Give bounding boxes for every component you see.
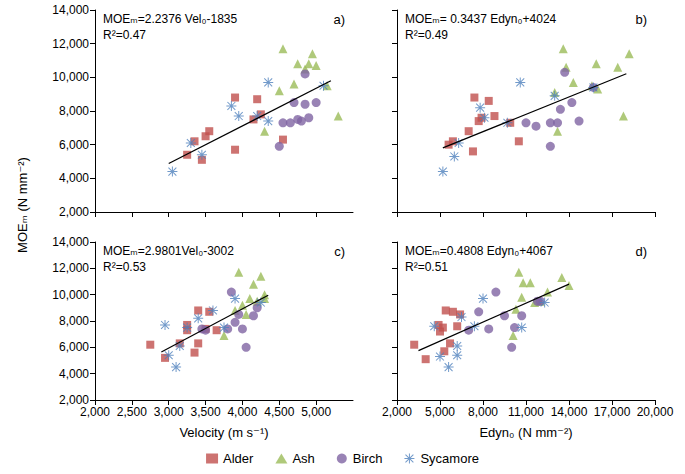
svg-text:Alder: Alder (223, 451, 254, 466)
svg-text:2,000: 2,000 (80, 405, 110, 419)
svg-text:3,000: 3,000 (154, 405, 184, 419)
svg-text:12,000: 12,000 (52, 261, 89, 275)
svg-text:3,500: 3,500 (191, 405, 221, 419)
svg-text:R²=0.49: R²=0.49 (405, 28, 448, 42)
svg-text:MOEₘ (N mm⁻²): MOEₘ (N mm⁻²) (15, 157, 30, 253)
svg-text:14,000: 14,000 (551, 405, 588, 419)
svg-text:12,000: 12,000 (52, 37, 89, 51)
svg-text:2,000: 2,000 (382, 405, 412, 419)
svg-text:6,000: 6,000 (59, 138, 89, 152)
svg-text:2,500: 2,500 (117, 405, 147, 419)
svg-text:2,000: 2,000 (59, 205, 89, 219)
svg-text:d): d) (635, 244, 647, 259)
svg-text:Edyn₀ (N mm⁻²): Edyn₀ (N mm⁻²) (479, 425, 572, 440)
svg-text:Velocity (m s⁻¹): Velocity (m s⁻¹) (179, 425, 268, 440)
svg-text:4,000: 4,000 (227, 405, 257, 419)
svg-text:14,000: 14,000 (52, 235, 89, 249)
svg-text:MOEₘ=2.9801Vel₀-3002: MOEₘ=2.9801Vel₀-3002 (103, 244, 234, 258)
svg-text:c): c) (334, 244, 345, 259)
svg-text:11,000: 11,000 (508, 405, 544, 419)
svg-text:Birch: Birch (353, 451, 383, 466)
svg-text:MOEₘ=2.2376 Vel₀-1835: MOEₘ=2.2376 Vel₀-1835 (103, 12, 238, 26)
svg-text:MOEₘ=0.4808 Edyn₀+4067: MOEₘ=0.4808 Edyn₀+4067 (405, 244, 553, 258)
svg-text:10,000: 10,000 (52, 288, 89, 302)
svg-text:MOEₘ= 0.3437 Edyn₀+4024: MOEₘ= 0.3437 Edyn₀+4024 (405, 12, 557, 26)
svg-text:4,000: 4,000 (59, 171, 89, 185)
svg-text:5,000: 5,000 (425, 405, 455, 419)
svg-text:4,500: 4,500 (264, 405, 294, 419)
svg-text:R²=0.51: R²=0.51 (405, 260, 448, 274)
svg-text:10,000: 10,000 (52, 70, 89, 84)
svg-text:8,000: 8,000 (468, 405, 498, 419)
svg-text:8,000: 8,000 (59, 314, 89, 328)
svg-text:4,000: 4,000 (59, 367, 89, 381)
svg-text:a): a) (333, 12, 345, 27)
svg-text:14,000: 14,000 (52, 3, 89, 17)
svg-text:Ash: Ash (292, 451, 314, 466)
svg-text:20,000: 20,000 (637, 405, 674, 419)
svg-text:5,000: 5,000 (301, 405, 331, 419)
svg-text:Sycamore: Sycamore (420, 451, 479, 466)
svg-text:R²=0.53: R²=0.53 (103, 260, 146, 274)
svg-text:8,000: 8,000 (59, 104, 89, 118)
svg-text:2,000: 2,000 (59, 393, 89, 407)
svg-text:17,000: 17,000 (594, 405, 631, 419)
svg-text:R²=0.47: R²=0.47 (103, 28, 146, 42)
svg-text:6,000: 6,000 (59, 340, 89, 354)
svg-text:b): b) (635, 12, 647, 27)
